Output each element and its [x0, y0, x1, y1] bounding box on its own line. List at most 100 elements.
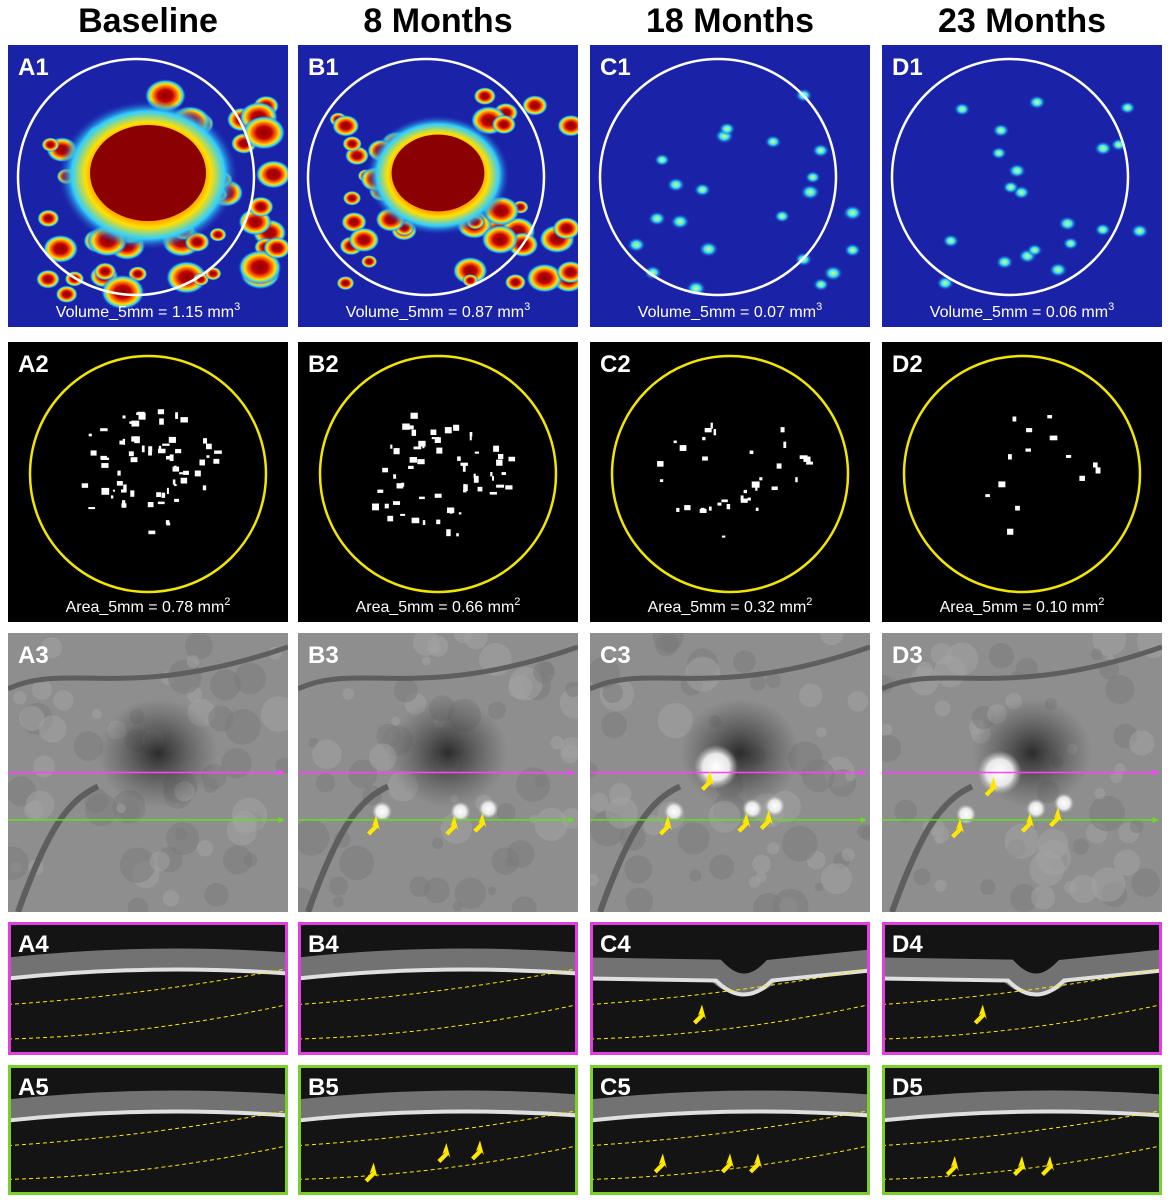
panel-image — [298, 633, 578, 912]
texture — [196, 840, 214, 857]
texture — [328, 876, 349, 896]
speck — [162, 443, 170, 446]
texture — [565, 681, 578, 698]
oct-bg — [298, 922, 578, 1055]
speck — [393, 501, 401, 505]
retina-band — [882, 949, 1162, 996]
yellow-arrow — [473, 812, 487, 833]
speck — [702, 436, 706, 441]
blob — [491, 114, 517, 135]
texture — [1113, 849, 1141, 876]
blob — [627, 237, 646, 253]
speck — [129, 421, 135, 424]
panel-label: D1 — [892, 54, 923, 81]
speck — [755, 507, 759, 511]
panel: B5 — [298, 1065, 578, 1195]
speck — [161, 492, 166, 498]
panel-label: A4 — [18, 931, 49, 958]
blob — [953, 102, 971, 116]
speck — [469, 436, 472, 441]
blob — [332, 114, 360, 137]
texture — [40, 637, 63, 659]
blob — [942, 234, 960, 248]
ring — [28, 354, 268, 594]
speck — [477, 486, 483, 492]
oct-bg — [8, 1065, 288, 1195]
blob — [773, 209, 791, 223]
speck — [402, 423, 410, 430]
panel-image — [882, 342, 1162, 622]
texture — [487, 886, 497, 896]
vessel — [597, 783, 682, 912]
speck — [1079, 475, 1085, 481]
speck — [474, 451, 480, 454]
speck — [110, 495, 114, 499]
speck — [159, 418, 164, 425]
texture — [934, 879, 947, 892]
column-title: 8 Months — [363, 2, 512, 40]
caption-text: Volume_5mm = 0.06 mm — [930, 304, 1108, 321]
hyper-spot — [742, 798, 763, 819]
choroid-line — [8, 1145, 288, 1180]
panel-caption: Volume_5mm = 1.15 mm3 — [56, 301, 240, 321]
panel-label: B2 — [308, 351, 339, 378]
blob — [842, 204, 863, 221]
texture — [685, 656, 721, 692]
panel-image — [298, 1065, 578, 1195]
speck — [390, 444, 393, 449]
blob — [336, 275, 355, 291]
speck — [372, 503, 379, 511]
blob — [1062, 237, 1079, 250]
texture — [766, 841, 780, 855]
speck — [134, 436, 140, 444]
texture — [85, 793, 118, 827]
panel-image — [298, 45, 578, 327]
texture — [32, 755, 56, 778]
choroid-line — [298, 1003, 578, 1040]
binary-bg — [882, 342, 1162, 622]
yellow-arrow — [759, 809, 773, 830]
hyper-spot — [694, 744, 738, 789]
speck — [721, 535, 726, 538]
blob — [93, 262, 117, 281]
panel-label: D3 — [892, 642, 923, 669]
speck — [713, 429, 717, 436]
speck — [175, 449, 182, 454]
speck — [458, 512, 462, 515]
lesion — [388, 698, 508, 808]
speck — [377, 489, 384, 493]
blob — [823, 265, 844, 282]
texture — [149, 851, 170, 872]
speck — [462, 465, 466, 472]
rpe-band — [298, 967, 578, 981]
panel-image — [8, 633, 288, 912]
texture — [342, 688, 355, 700]
panel: C4 — [590, 922, 870, 1055]
texture — [339, 845, 374, 881]
blob — [481, 224, 519, 255]
speck — [1015, 505, 1020, 511]
speck — [417, 459, 425, 465]
texture — [1030, 885, 1056, 910]
panel-label: C2 — [600, 351, 631, 378]
blob — [1094, 223, 1112, 237]
speck — [393, 474, 397, 479]
texture — [550, 735, 564, 750]
speck — [496, 459, 503, 466]
speck — [1025, 448, 1032, 452]
speck — [136, 412, 139, 416]
rpe-band — [882, 1109, 1162, 1123]
yellow-arrow — [445, 815, 459, 836]
speck — [726, 503, 731, 510]
speck — [130, 490, 135, 497]
texture — [916, 661, 933, 679]
blob — [55, 285, 78, 304]
blob — [247, 196, 274, 218]
texture — [453, 633, 473, 644]
speck — [721, 499, 728, 503]
texture — [1090, 867, 1126, 902]
panel: A2 Area_5mm = 0.78 mm2 — [8, 342, 288, 622]
caption-text: Volume_5mm = 1.15 mm — [56, 304, 234, 321]
speck — [101, 457, 110, 461]
texture — [204, 882, 229, 907]
